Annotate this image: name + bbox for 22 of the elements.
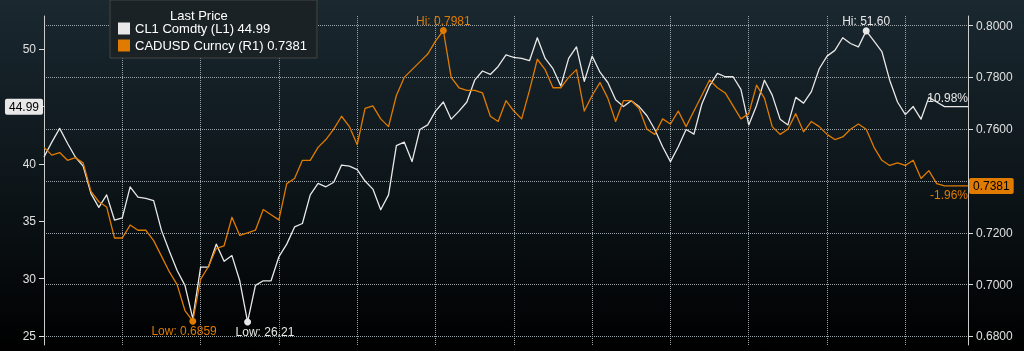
annotation: 10.98% — [927, 90, 969, 105]
text: 44.99 — [8, 99, 40, 114]
legend-label: CADUSD Curncy (R1) 0.7381 — [135, 38, 307, 53]
y2-tick-label: 0.8000 — [976, 18, 1014, 33]
data-label: Low: 26.21 — [235, 324, 295, 339]
y2-tick-label: 0.7200 — [976, 225, 1014, 240]
y2-tick-label: 0.7600 — [976, 122, 1014, 137]
y2-tick-label: 0.7000 — [976, 277, 1014, 292]
legend-label: CL1 Comdty (L1) 44.99 — [135, 21, 271, 36]
legend-title: Last Price — [170, 8, 228, 23]
data-label: Hi: 0.7981 — [416, 13, 472, 28]
y-tick-label: 25 — [22, 328, 37, 343]
data-label: Low: 0.6859 — [151, 324, 218, 339]
y-tick-label: 35 — [22, 214, 37, 229]
text: 0.7381 — [973, 178, 1011, 193]
y2-tick-label: 0.6800 — [976, 329, 1014, 344]
annotation: -1.96% — [929, 187, 969, 202]
y-tick-label: 40 — [22, 156, 37, 171]
data-label: Hi: 51.60 — [842, 13, 891, 28]
y2-tick-label: 0.7800 — [976, 70, 1014, 85]
y-tick-label: 50 — [22, 42, 37, 57]
y-tick-label: 30 — [22, 271, 37, 286]
